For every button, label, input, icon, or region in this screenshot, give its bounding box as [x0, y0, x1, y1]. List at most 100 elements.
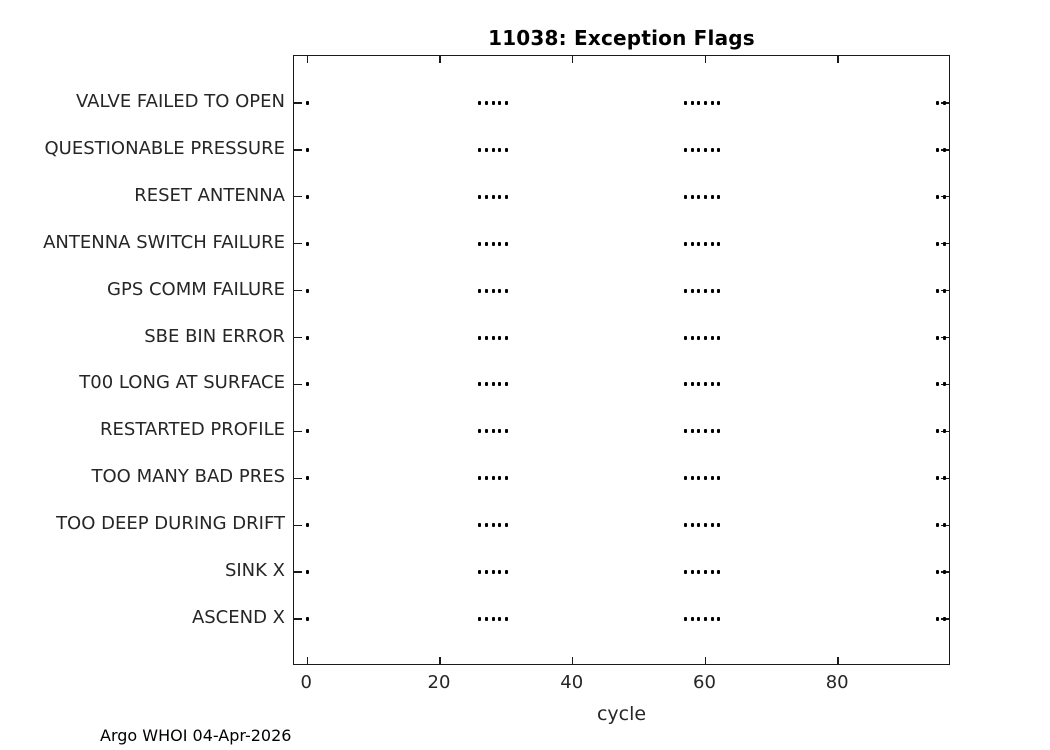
data-point — [498, 194, 502, 199]
data-point — [305, 147, 309, 152]
x-tick-label: 20 — [427, 672, 451, 693]
data-point — [936, 100, 940, 105]
y-axis-label: RESET ANTENNA — [134, 184, 285, 206]
y-axis-label: TOO MANY BAD PRES — [91, 466, 285, 488]
data-point — [498, 288, 502, 293]
data-point — [491, 476, 495, 481]
y-tick — [294, 102, 302, 104]
y-tick — [294, 477, 302, 479]
data-point — [936, 335, 940, 340]
data-point — [484, 241, 488, 246]
data-point — [710, 335, 714, 340]
data-point — [936, 147, 940, 152]
data-point — [697, 382, 701, 387]
data-point — [710, 570, 714, 575]
data-point — [478, 100, 482, 105]
data-point — [498, 147, 502, 152]
data-point — [936, 570, 940, 575]
data-point — [504, 570, 508, 575]
data-point — [697, 194, 701, 199]
y-tick — [294, 618, 302, 620]
data-point — [504, 382, 508, 387]
data-point — [491, 429, 495, 434]
data-point — [690, 147, 694, 152]
data-point — [491, 570, 495, 575]
data-point — [491, 617, 495, 622]
data-point — [491, 288, 495, 293]
y-axis-label: SINK X — [224, 560, 285, 582]
data-point — [498, 570, 502, 575]
data-point — [305, 476, 309, 481]
data-point — [703, 288, 707, 293]
x-tick — [837, 56, 839, 63]
y-tick — [294, 196, 302, 198]
data-point — [478, 335, 482, 340]
data-point — [697, 335, 701, 340]
data-point — [717, 100, 721, 105]
data-point — [478, 147, 482, 152]
x-tick — [572, 657, 574, 664]
data-point — [703, 241, 707, 246]
y-tick — [294, 289, 302, 292]
data-point — [936, 288, 940, 293]
data-point — [703, 147, 707, 152]
data-point — [305, 241, 309, 246]
x-tick — [572, 56, 574, 63]
x-tick-label: 40 — [560, 672, 584, 693]
x-tick — [306, 56, 308, 63]
data-point — [484, 476, 488, 481]
data-point — [690, 194, 694, 199]
data-point — [710, 429, 714, 434]
data-point — [504, 429, 508, 434]
data-point — [478, 194, 482, 199]
data-point — [936, 382, 940, 387]
data-point — [504, 335, 508, 340]
data-point — [504, 100, 508, 105]
data-point — [484, 335, 488, 340]
data-point — [491, 194, 495, 199]
data-point — [491, 241, 495, 246]
data-point — [684, 241, 688, 246]
x-tick — [704, 657, 707, 664]
data-point — [498, 241, 502, 246]
data-point — [697, 100, 701, 105]
data-point — [703, 194, 707, 199]
y-axis-label: T00 LONG AT SURFACE — [79, 372, 285, 394]
y-axis-label: GPS COMM FAILURE — [107, 278, 285, 300]
data-point — [684, 147, 688, 152]
data-point — [717, 335, 721, 340]
data-point — [478, 617, 482, 622]
x-axis-title: cycle — [596, 703, 647, 725]
data-point — [504, 194, 508, 199]
data-point — [498, 429, 502, 434]
data-point — [942, 523, 946, 528]
data-point — [717, 476, 721, 481]
data-point — [717, 570, 721, 575]
data-point — [484, 194, 488, 199]
data-point — [684, 476, 688, 481]
data-point — [504, 241, 508, 246]
data-point — [498, 523, 502, 528]
x-tick — [837, 657, 839, 664]
data-point — [498, 335, 502, 340]
data-point — [305, 288, 309, 293]
data-point — [305, 617, 309, 622]
data-point — [690, 429, 694, 434]
data-point — [504, 617, 508, 622]
data-point — [936, 523, 940, 528]
figure-title: 11038: Exception Flags — [488, 26, 755, 50]
data-point — [703, 570, 707, 575]
data-point — [717, 523, 721, 528]
data-point — [710, 476, 714, 481]
data-point — [703, 429, 707, 434]
data-point — [305, 382, 309, 387]
data-point — [478, 241, 482, 246]
x-tick-label: 60 — [693, 672, 716, 693]
data-point — [305, 523, 309, 528]
data-point — [684, 523, 688, 528]
data-point — [710, 100, 714, 105]
data-point — [942, 288, 946, 293]
data-point — [504, 523, 508, 528]
data-point — [498, 476, 502, 481]
